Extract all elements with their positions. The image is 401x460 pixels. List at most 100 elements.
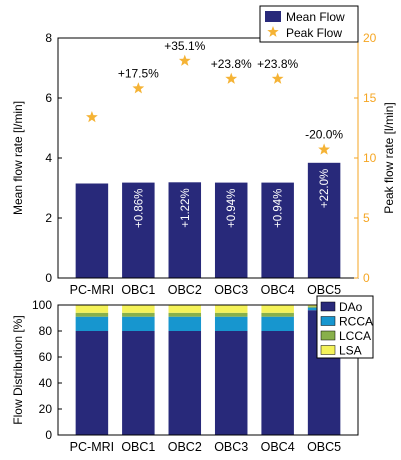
- right-y-tick-label: 0: [363, 271, 370, 285]
- rcca-segment: [168, 316, 202, 331]
- right-y-tick-label: 10: [363, 151, 377, 165]
- mean-flow-bar: [75, 183, 109, 278]
- mean-flow-bar: [122, 182, 155, 278]
- mean-flow-bars: [75, 162, 341, 278]
- top-x-tick-label: OBC1: [121, 283, 155, 297]
- rcca-segment: [261, 316, 294, 331]
- lcca-segment: [214, 312, 248, 317]
- bottom-y-tick-label: 0: [45, 428, 52, 442]
- left-y-ticks: 0 2 4 6 8: [45, 31, 62, 285]
- bottom-y-tick-label: 100: [32, 298, 52, 312]
- lsa-segment: [214, 305, 248, 313]
- flow-distribution-stacked-bars: [75, 305, 341, 435]
- top-x-tick-label: OBC5: [307, 283, 341, 297]
- dao-segment: [214, 331, 248, 435]
- mean-flow-change-label: +22.0%: [319, 169, 331, 208]
- bottom-legend-swatch: [320, 316, 336, 326]
- bottom-x-tick-label: OBC5: [307, 440, 341, 454]
- right-y-axis-title: Peak flow rate [l/min]: [382, 102, 396, 213]
- rcca-segment: [214, 316, 248, 331]
- bottom-legend-label: DAo: [339, 300, 363, 314]
- bottom-y-tick-label: 40: [39, 376, 53, 390]
- bottom-legend-label: LCCA: [339, 329, 371, 343]
- top-x-tick-labels: PC-MRI OBC1 OBC2 OBC3 OBC4 OBC5: [70, 283, 341, 297]
- bottom-y-axis-title: Flow Distribution [%]: [11, 315, 25, 424]
- left-y-tick-label: 6: [45, 91, 52, 105]
- right-y-tick-label: 15: [363, 91, 377, 105]
- legend-mean-flow-swatch: [265, 11, 281, 22]
- bottom-legend-label: RCCA: [339, 315, 373, 329]
- top-x-tick-label: OBC4: [261, 283, 295, 297]
- mean-flow-bar: [261, 182, 294, 278]
- lsa-segment: [122, 305, 155, 313]
- mean-flow-bar: [214, 182, 248, 278]
- mean-flow-change-labels: +0.86% +1.22% +0.94% +0.94% +22.0%: [133, 169, 331, 228]
- dao-segment: [168, 331, 202, 435]
- bottom-y-ticks: 0 20 40 60 80 100: [32, 298, 62, 442]
- left-y-tick-label: 0: [45, 271, 52, 285]
- mean-peak-flow-chart: +0.86% +1.22% +0.94% +0.94% +22.0% +17.5% +35…: [11, 5, 396, 297]
- lsa-segment: [75, 305, 109, 313]
- legend-mean-flow-label: Mean Flow: [286, 10, 345, 24]
- bottom-y-tick-label: 80: [39, 324, 53, 338]
- peak-flow-star-marker: [271, 72, 284, 84]
- peak-flow-change-label: +23.8%: [257, 57, 298, 71]
- bottom-legend-label: LSA: [339, 344, 362, 358]
- legend-peak-flow-label: Peak Flow: [286, 26, 342, 40]
- bottom-x-tick-label: OBC1: [121, 440, 155, 454]
- lcca-segment: [122, 312, 155, 317]
- peak-flow-change-label: +17.5%: [118, 66, 159, 80]
- lcca-segment: [168, 312, 202, 317]
- peak-flow-markers: [86, 54, 330, 155]
- bottom-legend-swatch: [320, 345, 336, 355]
- bottom-x-tick-label: OBC2: [168, 440, 202, 454]
- bottom-legend-swatch: [320, 301, 336, 312]
- peak-flow-star-marker: [225, 72, 238, 84]
- lsa-segment: [168, 305, 202, 313]
- lcca-segment: [261, 312, 294, 317]
- peak-flow-change-labels: +17.5% +35.1% +23.8% +23.8% -20.0%: [118, 39, 344, 142]
- bottom-y-tick-label: 20: [39, 402, 53, 416]
- rcca-segment: [75, 316, 109, 331]
- peak-flow-star-marker: [178, 54, 191, 66]
- dao-segment: [122, 331, 155, 435]
- mean-flow-bar: [307, 162, 341, 278]
- top-legend: Mean Flow Peak Flow: [259, 5, 359, 43]
- right-y-tick-label: 5: [363, 211, 370, 225]
- peak-flow-star-marker: [86, 111, 98, 123]
- dao-segment: [261, 331, 294, 435]
- top-x-tick-label: OBC3: [214, 283, 248, 297]
- bottom-legend-swatch: [320, 330, 336, 341]
- bottom-x-tick-label: OBC3: [214, 440, 248, 454]
- top-x-tick-label: OBC2: [168, 283, 202, 297]
- peak-flow-star-marker: [318, 143, 330, 155]
- lsa-segment: [261, 305, 294, 313]
- dao-segment: [75, 331, 109, 435]
- right-y-ticks: 0 5 10 15 20: [354, 31, 377, 285]
- legend-peak-flow-star-icon: [267, 26, 279, 37]
- mean-flow-change-label: +0.94%: [226, 189, 238, 228]
- peak-flow-change-label: +23.8%: [211, 57, 252, 71]
- left-y-tick-label: 8: [45, 31, 52, 45]
- right-y-tick-label: 20: [363, 31, 377, 45]
- bottom-x-tick-labels: PC-MRI OBC1 OBC2 OBC3 OBC4 OBC5: [70, 440, 341, 454]
- left-y-tick-label: 2: [45, 211, 52, 225]
- peak-flow-star-marker: [132, 82, 145, 94]
- bottom-x-tick-label: PC-MRI: [70, 440, 114, 454]
- lcca-segment: [75, 312, 109, 317]
- mean-flow-change-label: +0.86%: [133, 189, 145, 228]
- bottom-plot-frame: [57, 304, 359, 436]
- peak-flow-change-label: +35.1%: [164, 39, 205, 53]
- left-y-axis-title: Mean flow rate [l/min]: [11, 101, 25, 215]
- left-y-tick-label: 4: [45, 151, 52, 165]
- mean-flow-change-label: +0.94%: [273, 189, 285, 228]
- top-x-tick-label: PC-MRI: [70, 283, 114, 297]
- bottom-x-tick-label: OBC4: [261, 440, 295, 454]
- peak-flow-change-label: -20.0%: [305, 128, 343, 142]
- mean-flow-change-label: +1.22%: [180, 188, 192, 227]
- rcca-segment: [122, 316, 155, 331]
- bottom-y-tick-label: 60: [39, 350, 53, 364]
